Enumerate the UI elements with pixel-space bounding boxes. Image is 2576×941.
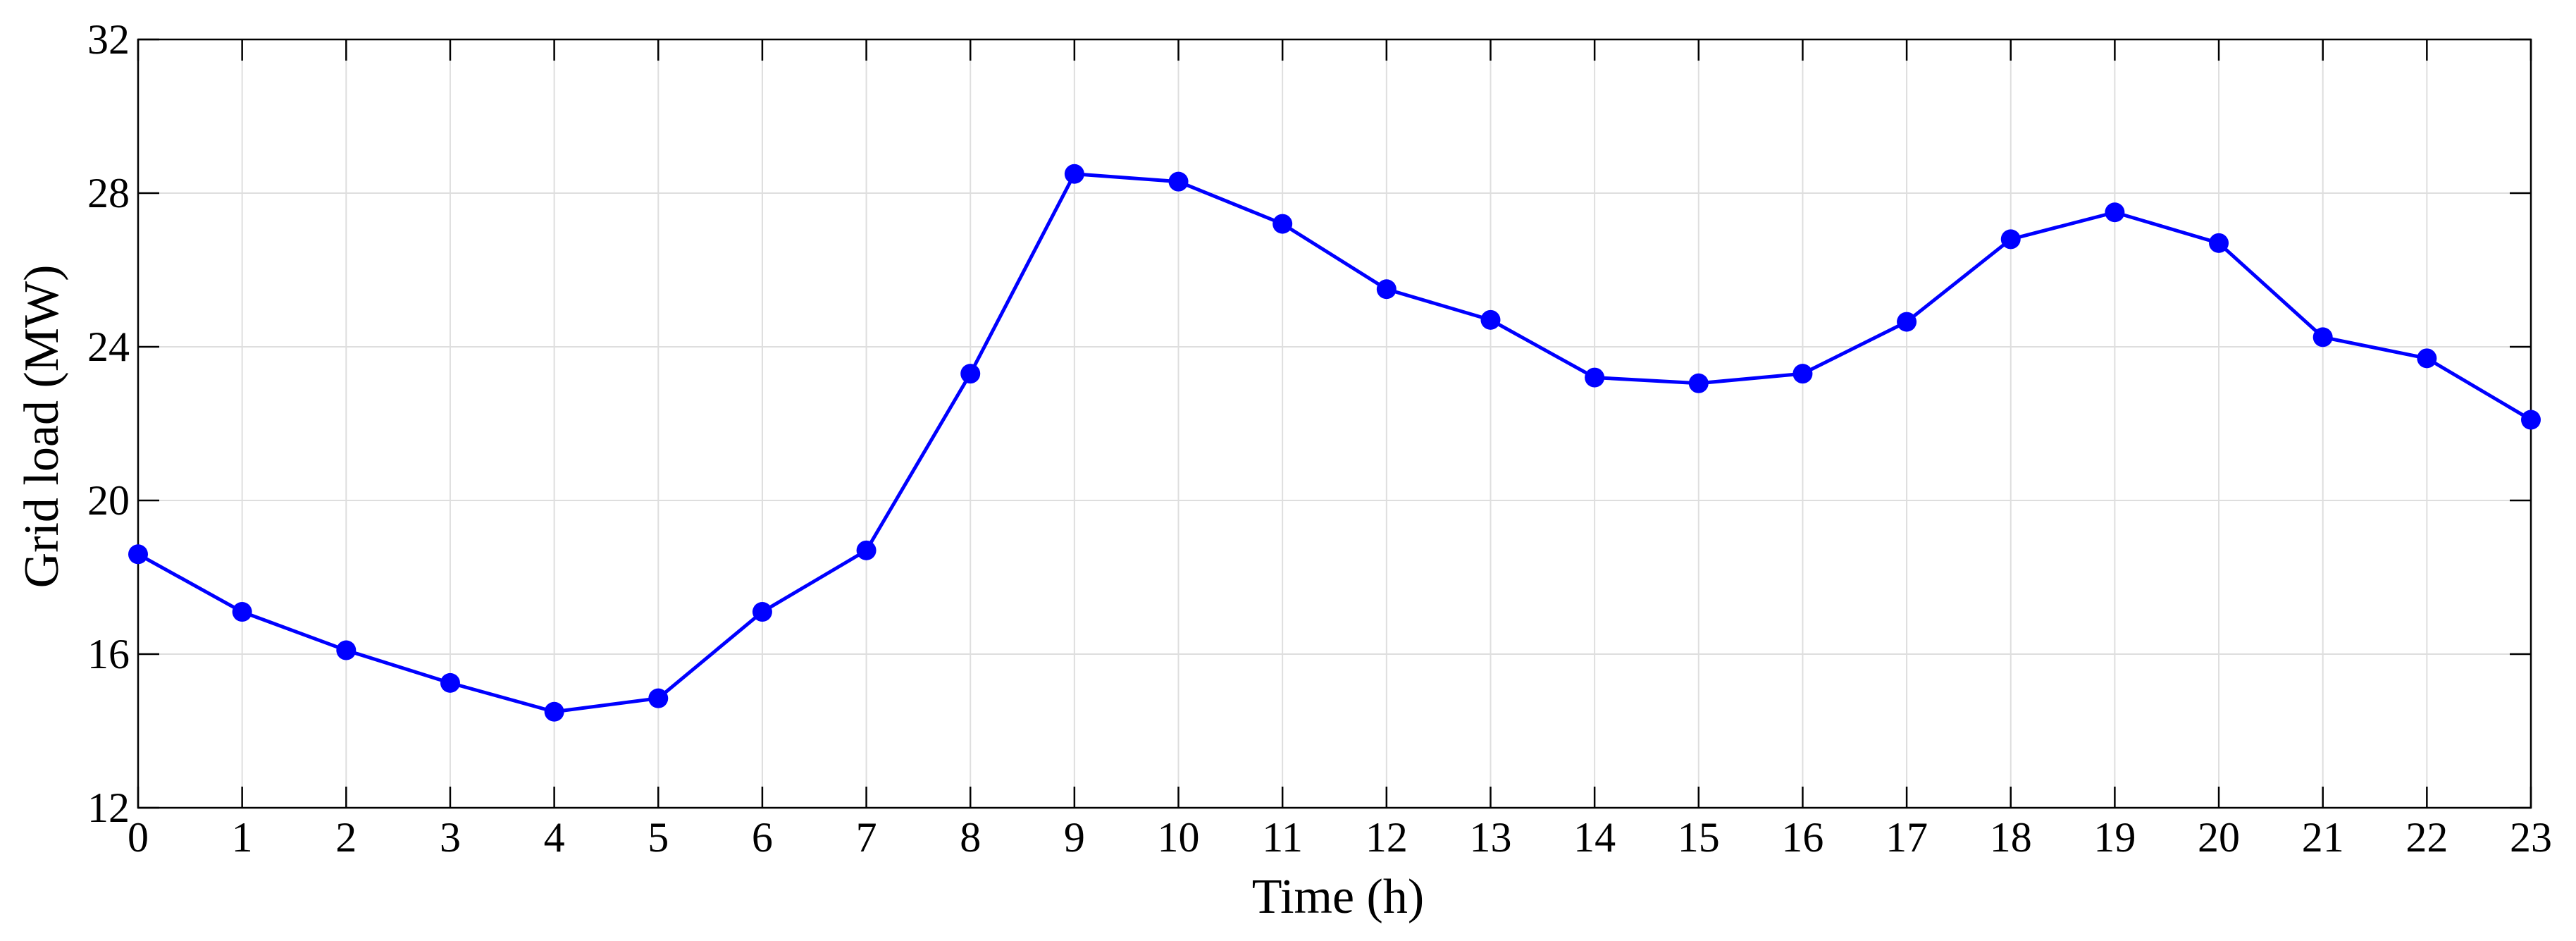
y-tick-label: 24 <box>87 324 130 370</box>
grid-lines <box>137 39 2532 808</box>
x-tick-label: 4 <box>544 814 565 861</box>
data-point <box>1272 214 1293 234</box>
data-point <box>2209 233 2229 253</box>
y-tick-label: 28 <box>87 170 130 216</box>
data-point <box>440 672 460 693</box>
data-point <box>2417 348 2437 369</box>
y-tick-label: 12 <box>87 785 130 831</box>
y-tick-label: 16 <box>87 631 130 677</box>
data-point <box>1897 312 1917 332</box>
x-tick-label: 12 <box>1366 814 1408 861</box>
series-line <box>137 172 2532 714</box>
x-tick-label: 13 <box>1469 814 1511 861</box>
x-tick-label: 17 <box>1885 814 1928 861</box>
x-tick-label: 16 <box>1781 814 1823 861</box>
data-point <box>1585 367 1605 388</box>
x-tick-label: 6 <box>752 814 773 861</box>
x-tick-label: 5 <box>648 814 669 861</box>
data-point <box>856 540 877 560</box>
axis-ticks <box>137 38 2532 809</box>
x-tick-label: 3 <box>440 814 461 861</box>
data-point <box>336 640 357 660</box>
data-point <box>1168 171 1189 192</box>
data-point <box>1792 364 1813 384</box>
data-point <box>1688 373 1709 393</box>
data-point <box>2000 229 2021 250</box>
x-tick-label: 2 <box>335 814 357 861</box>
data-markers <box>128 164 2541 722</box>
data-point <box>1480 309 1501 330</box>
x-tick-label: 14 <box>1573 814 1616 861</box>
data-point <box>2312 327 2333 348</box>
data-point <box>960 364 981 384</box>
x-tick-label: 9 <box>1064 814 1085 861</box>
x-tick-label: 19 <box>2093 814 2136 861</box>
data-point <box>1376 279 1397 300</box>
tick-labels: 0 1 2 3 4 5 6 7 8 9 10 11 12 13 14 15 16 17 18 19 20 21 22 2312… <box>87 16 2552 861</box>
data-point <box>648 688 669 708</box>
y-tick-label: 20 <box>87 477 130 524</box>
x-tick-label: 20 <box>2198 814 2240 861</box>
x-tick-label: 15 <box>1678 814 1720 861</box>
x-tick-label: 8 <box>960 814 981 861</box>
y-tick-label: 32 <box>87 16 130 63</box>
x-tick-label: 1 <box>232 814 253 861</box>
x-tick-label: 22 <box>2405 814 2448 861</box>
x-axis-label: Time (h) <box>1252 870 1424 924</box>
x-tick-label: 18 <box>1990 814 2032 861</box>
x-tick-label: 21 <box>2302 814 2344 861</box>
x-tick-label: 10 <box>1158 814 1200 861</box>
data-point <box>1064 164 1084 184</box>
x-tick-label: 11 <box>1262 814 1303 861</box>
x-tick-label: 0 <box>128 814 149 861</box>
plot-frame <box>137 38 2532 809</box>
data-point <box>2105 202 2125 223</box>
y-axis-label: Grid load (MW) <box>15 265 69 589</box>
data-point <box>544 701 564 722</box>
data-point <box>2521 410 2541 430</box>
data-point <box>128 544 148 565</box>
data-point <box>232 602 252 622</box>
x-tick-label: 23 <box>2510 814 2552 861</box>
x-tick-label: 7 <box>856 814 877 861</box>
data-point <box>752 602 772 622</box>
